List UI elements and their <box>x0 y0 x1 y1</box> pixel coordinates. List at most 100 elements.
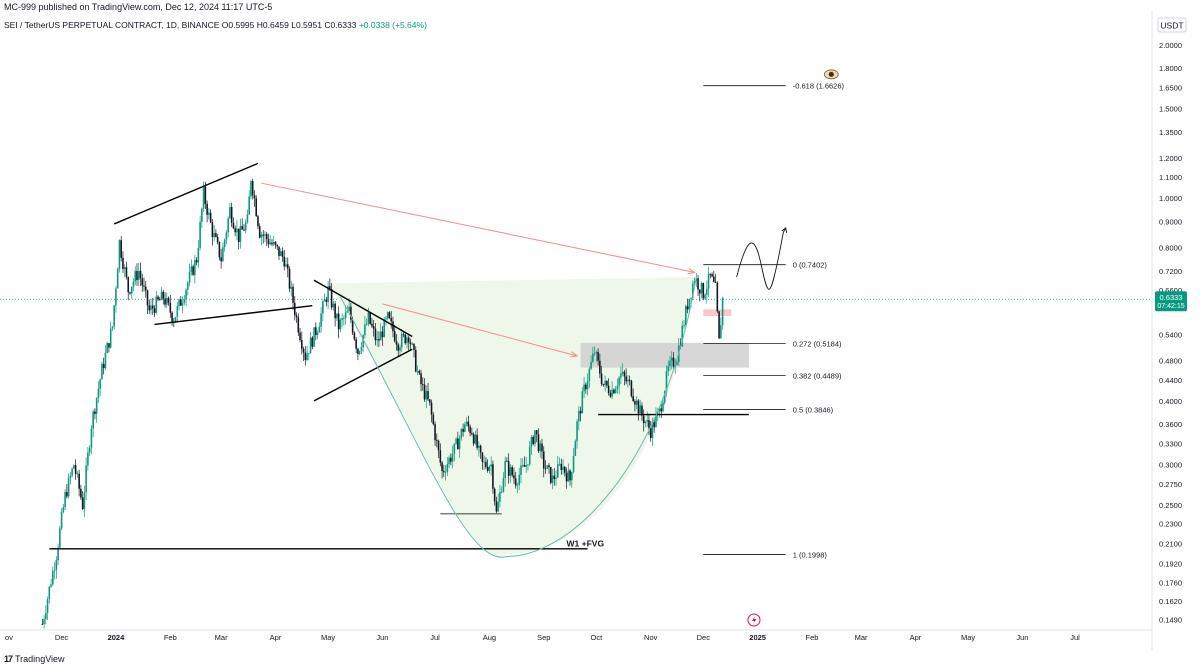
candle-body <box>288 268 291 289</box>
candle-body <box>465 421 468 425</box>
y-tick-label: 1.8000 <box>1159 64 1182 73</box>
candle-body <box>458 437 461 450</box>
candle-body <box>386 312 389 319</box>
y-tick-label: 0.7200 <box>1159 267 1182 276</box>
candle-body <box>351 319 354 333</box>
fvg-zone <box>580 342 749 368</box>
candle-body <box>262 234 265 236</box>
y-tick-label: 0.2300 <box>1159 519 1182 528</box>
candle-body <box>97 388 100 398</box>
y-tick-label: 0.2100 <box>1159 539 1182 548</box>
candle-body <box>558 463 561 465</box>
candle-body <box>227 218 229 233</box>
candle-body <box>676 362 678 365</box>
candle-body <box>48 586 51 600</box>
candle-body <box>122 257 124 270</box>
candle-body <box>148 305 151 311</box>
candle-body <box>686 306 689 310</box>
fib-level-label: 0.272 (0.5184) <box>793 340 842 349</box>
x-tick-label: Jul <box>430 633 440 642</box>
candle-body <box>344 312 347 318</box>
candle-body <box>101 363 103 380</box>
candle-body <box>308 353 310 355</box>
candle-body <box>395 341 398 345</box>
candle-body <box>99 379 101 389</box>
candle-body <box>66 491 68 497</box>
candle-body <box>192 266 194 275</box>
candle-body <box>407 337 410 343</box>
x-tick-label: Jun <box>1016 633 1028 642</box>
candle-body <box>478 445 480 448</box>
candle-body <box>450 457 452 462</box>
y-tick-label: 0.4400 <box>1159 376 1182 385</box>
candle-body <box>260 234 263 238</box>
candle-body <box>655 415 657 428</box>
candle-body <box>709 273 712 275</box>
currency-box[interactable] <box>1157 17 1187 33</box>
candle-body <box>353 332 356 340</box>
candle-body <box>299 332 301 341</box>
candle-body <box>143 285 145 287</box>
candle-body <box>120 240 123 258</box>
candle-body <box>57 547 59 561</box>
candle-body <box>704 294 706 299</box>
candle-body <box>215 233 217 237</box>
candle-body <box>500 491 503 493</box>
candle-body <box>52 570 54 585</box>
candle-body <box>527 464 529 466</box>
candle-body <box>535 430 538 435</box>
candle-body <box>237 228 240 242</box>
candle-body <box>446 464 449 473</box>
candle-body <box>514 478 517 486</box>
candle-body <box>451 453 454 462</box>
candle-body <box>360 346 363 352</box>
y-tick-label: 2.0000 <box>1159 41 1182 50</box>
candle-body <box>304 352 307 361</box>
candle-body <box>621 371 624 374</box>
candle-body <box>300 340 303 349</box>
candle-body <box>90 428 93 448</box>
x-tick-label: Mar <box>215 633 228 642</box>
candle-body <box>251 181 254 195</box>
ohlc-values: O0.5995 H0.6459 L0.5951 C0.6333 <box>221 20 357 30</box>
y-tick-label: 0.4800 <box>1159 357 1182 366</box>
x-tick-label: Sep <box>537 633 550 642</box>
y-tick-label: 0.3000 <box>1159 461 1182 470</box>
candle-body <box>358 351 361 354</box>
y-tick-label: 1.0000 <box>1159 194 1182 203</box>
candle-body <box>567 470 570 482</box>
candle-body <box>553 475 556 480</box>
candle-body <box>427 391 429 400</box>
candle-body <box>457 438 459 450</box>
currency-label: USDT <box>1160 21 1183 31</box>
candle-body <box>618 377 620 386</box>
candle-body <box>371 323 373 327</box>
tradingview-logo[interactable]: 17 TradingView <box>4 654 65 664</box>
lightning-icon[interactable] <box>747 613 761 627</box>
candle-body <box>393 331 396 342</box>
candle-body <box>78 473 80 489</box>
candle-body <box>176 306 179 317</box>
candle-body <box>158 299 161 301</box>
candle-body <box>649 427 652 439</box>
candle-body <box>95 397 98 414</box>
candle-body <box>204 186 207 204</box>
candle-body <box>592 353 594 362</box>
candle-body <box>144 286 147 291</box>
x-tick-label: Oct <box>591 633 604 642</box>
candle-body <box>513 475 515 479</box>
x-tick-label: Dec <box>55 633 69 642</box>
cup-curve <box>339 276 697 558</box>
symbol-name[interactable]: SEI / TetherUS PERPETUAL CONTRACT, 1D, B… <box>4 20 220 30</box>
candle-body <box>199 221 201 248</box>
candle-body <box>684 306 687 326</box>
candle-body <box>541 443 543 452</box>
candle-body <box>502 478 505 492</box>
candle-body <box>472 434 475 444</box>
x-tick-label: Aug <box>483 633 496 642</box>
candle-body <box>313 327 315 347</box>
candle-body <box>428 399 431 403</box>
fib-level-label: 0.382 (0.4489) <box>793 371 842 380</box>
